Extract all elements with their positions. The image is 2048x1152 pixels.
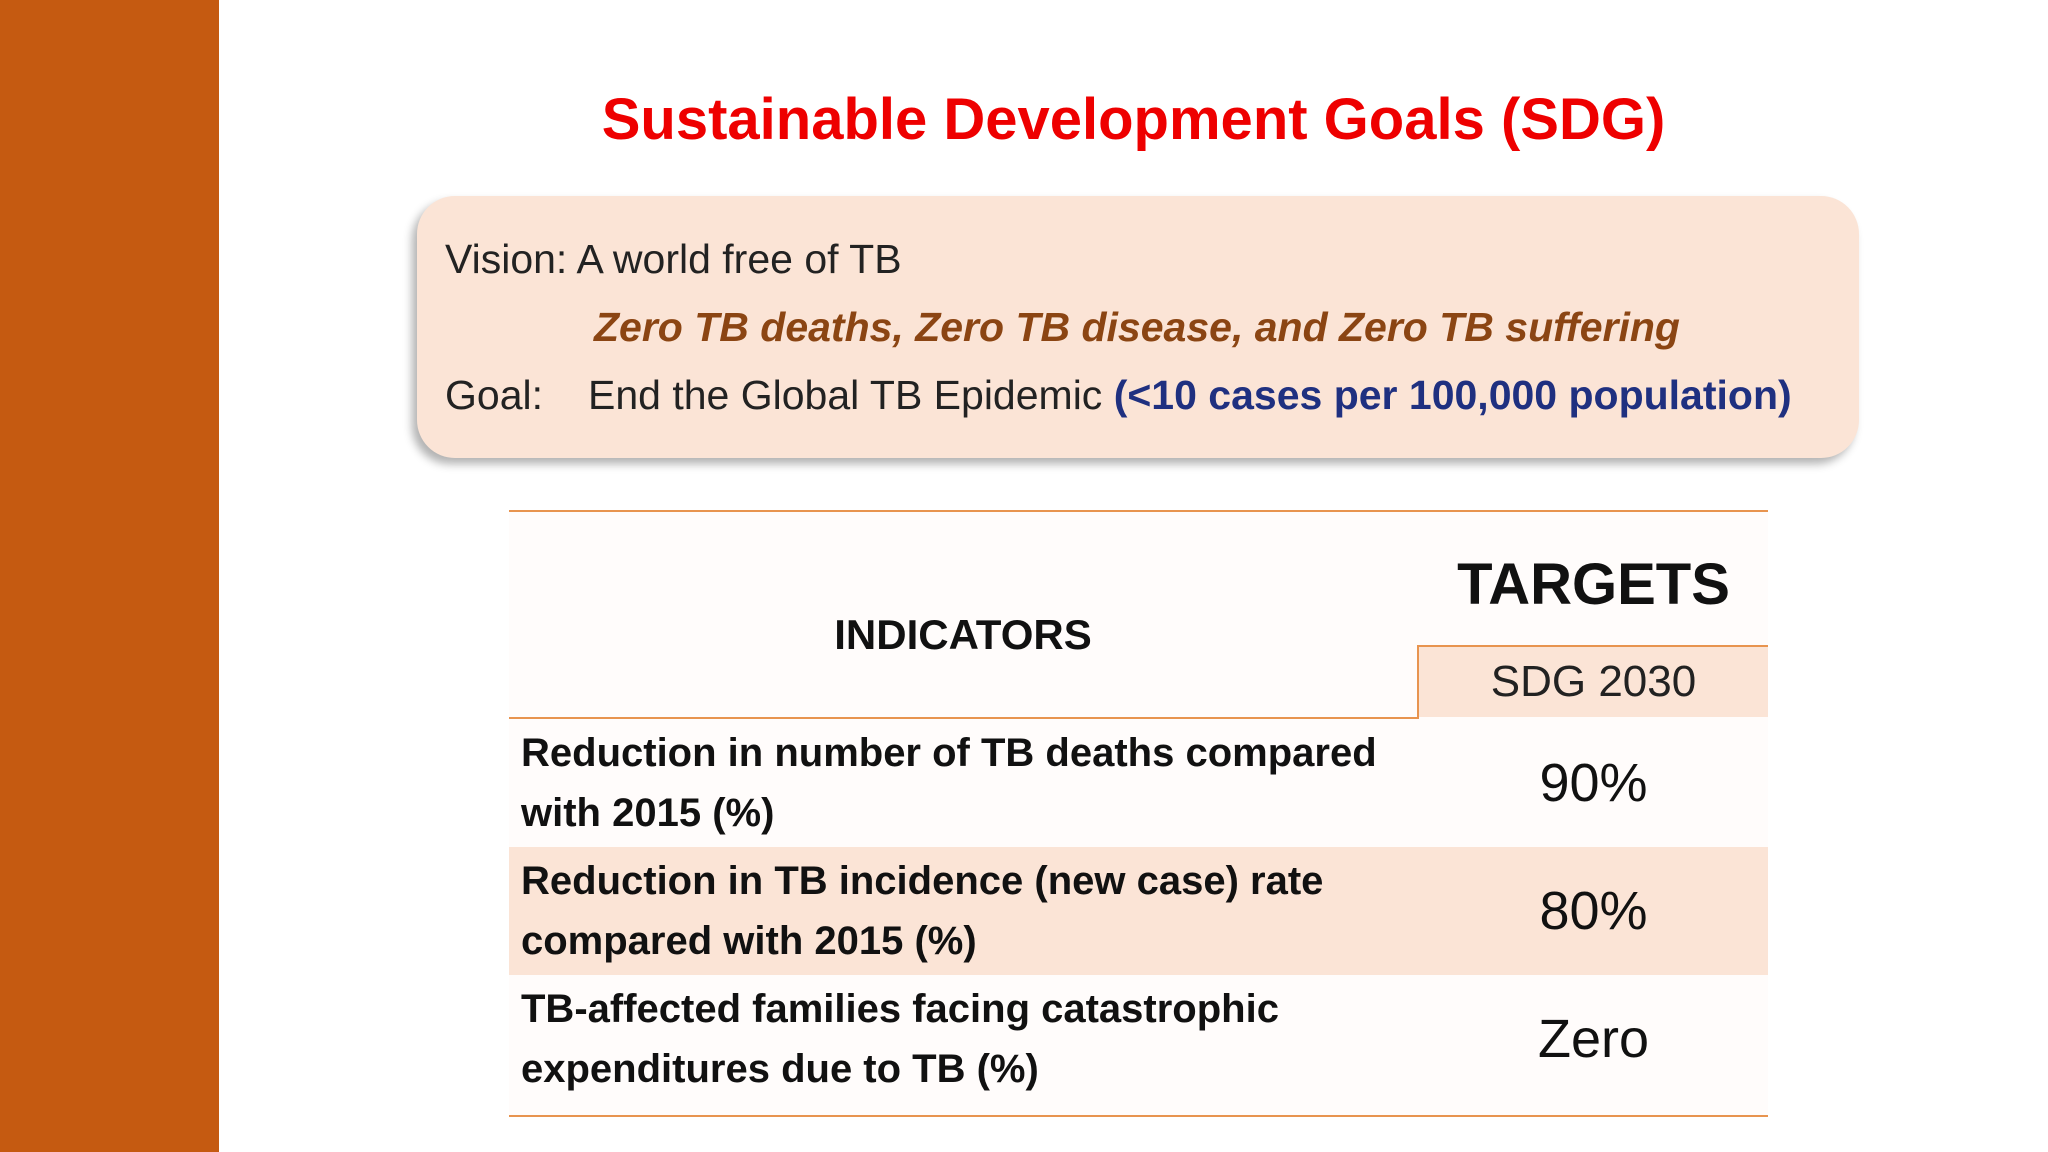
vision-subline: Zero TB deaths, Zero TB disease, and Zer…	[594, 304, 1680, 350]
targets-header: TARGETS	[1457, 552, 1730, 617]
targets-subheader-rule	[1419, 645, 1768, 647]
row-target: Zero	[1537, 1009, 1650, 1069]
goal-label: Goal:	[445, 372, 543, 418]
indicators-header: INDICATORS	[834, 611, 1092, 658]
slide-title: Sustainable Development Goals (SDG)	[601, 87, 1666, 152]
header-bottom-rule	[509, 717, 1419, 719]
row-indicator: Reduction in number of TB deaths compare…	[521, 731, 1377, 835]
table-row: Reduction in TB incidence (new case) rat…	[509, 847, 1768, 975]
vision-box: Vision: A world free of TB Zero TB death…	[417, 196, 1859, 458]
table-row: Reduction in number of TB deaths compare…	[509, 719, 1768, 847]
table-top-rule	[509, 510, 1768, 512]
row-indicator: TB-affected families facing catastrophic…	[521, 987, 1279, 1091]
vision-line: Vision: A world free of TB	[445, 236, 902, 282]
row-target: 90%	[1539, 753, 1648, 813]
table-bottom-rule	[509, 1115, 1768, 1117]
goal-line: Goal: End the Global TB Epidemic (<10 cas…	[445, 372, 1792, 419]
goal-metric: (<10 cases per 100,000 population)	[1113, 372, 1792, 418]
targets-table: INDICATORS TARGETS SDG 2030 Reduction in…	[509, 510, 1768, 1117]
row-indicator: Reduction in TB incidence (new case) rat…	[521, 859, 1324, 963]
row-target: 80%	[1539, 881, 1648, 941]
side-accent-bar	[0, 0, 219, 1152]
header-divider	[1417, 645, 1419, 719]
targets-subheader: SDG 2030	[1419, 647, 1768, 717]
goal-text: End the Global TB Epidemic	[588, 372, 1114, 418]
table-row: TB-affected families facing catastrophic…	[509, 975, 1768, 1103]
